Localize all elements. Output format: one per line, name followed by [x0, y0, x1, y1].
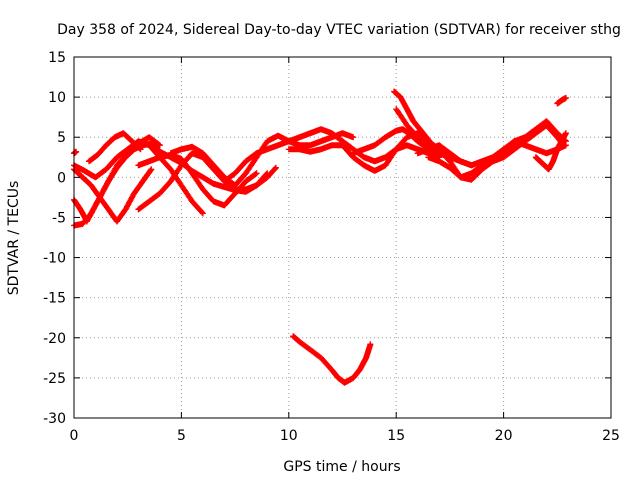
x-tick-label: 25 — [602, 428, 620, 444]
y-tick-label: -10 — [43, 251, 66, 267]
x-tick-label: 10 — [280, 428, 298, 444]
series-arc-16 — [414, 142, 507, 169]
y-tick-label: -20 — [43, 331, 66, 347]
series-arc-20 — [554, 94, 569, 107]
y-axis-title: SDTVAR / TECUs — [6, 181, 22, 296]
y-tick-label: -15 — [43, 291, 66, 307]
series-arc-11 — [290, 333, 374, 386]
data-point-markers — [290, 333, 374, 386]
y-tick-label: -25 — [43, 371, 66, 387]
x-tick-label: 20 — [495, 428, 513, 444]
chart-title: Day 358 of 2024, Sidereal Day-to-day VTE… — [57, 22, 621, 38]
x-tick-label: 5 — [177, 428, 186, 444]
y-tick-label: -30 — [43, 411, 66, 427]
series-arc-5 — [86, 130, 144, 165]
data-point-markers — [86, 130, 144, 165]
y-tick-label: 0 — [57, 170, 66, 186]
y-tick-label: 10 — [48, 90, 66, 106]
x-axis-title: GPS time / hours — [283, 459, 400, 475]
series-arc-19 — [532, 130, 569, 173]
data-point-markers — [554, 94, 569, 107]
axis-ticks: 0 5 10 15 20 25 -30 -25 -20 -15 -10 -5 0 5 10 15 — [43, 50, 620, 444]
data-point-markers — [221, 126, 443, 185]
x-tick-label: 15 — [387, 428, 405, 444]
data-point-markers — [532, 130, 569, 173]
y-tick-label: 15 — [48, 50, 66, 66]
data-point-markers — [414, 142, 507, 169]
x-tick-label: 0 — [70, 428, 79, 444]
series-arc-9 — [221, 126, 443, 185]
data-points — [71, 88, 569, 386]
series-arc-7 — [135, 151, 260, 209]
plot-frame — [73, 56, 612, 419]
y-tick-label: -5 — [52, 210, 66, 226]
y-tick-label: 5 — [57, 130, 66, 146]
data-point-markers — [135, 151, 260, 209]
